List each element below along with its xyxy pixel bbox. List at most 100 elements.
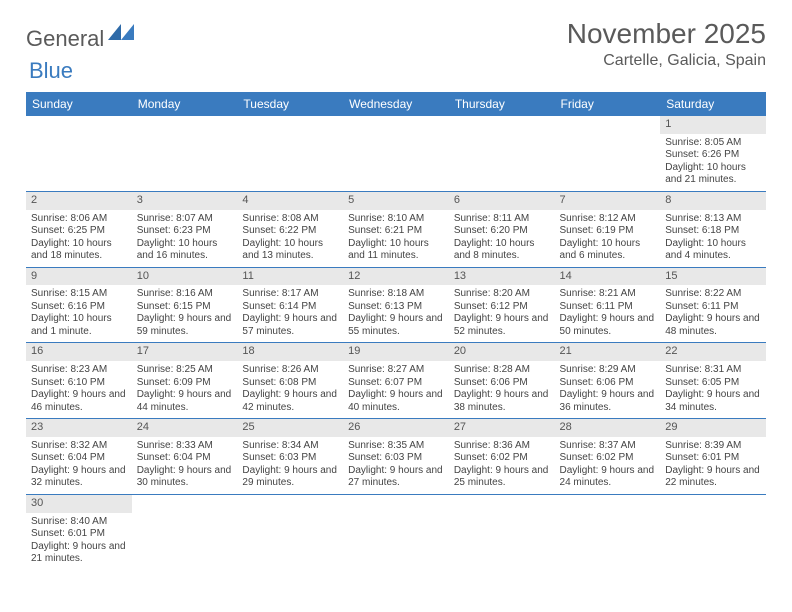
sunrise-text: Sunrise: 8:29 AM xyxy=(560,364,656,377)
calendar-week-row: 2Sunrise: 8:06 AMSunset: 6:25 PMDaylight… xyxy=(26,191,766,267)
calendar-week-row: 16Sunrise: 8:23 AMSunset: 6:10 PMDayligh… xyxy=(26,343,766,419)
day-body: Sunrise: 8:40 AMSunset: 6:01 PMDaylight:… xyxy=(26,513,132,570)
sunrise-text: Sunrise: 8:06 AM xyxy=(31,213,127,226)
day-body: Sunrise: 8:18 AMSunset: 6:13 PMDaylight:… xyxy=(343,285,449,342)
calendar-body: 1Sunrise: 8:05 AMSunset: 6:26 PMDaylight… xyxy=(26,116,766,570)
calendar-week-row: 1Sunrise: 8:05 AMSunset: 6:26 PMDaylight… xyxy=(26,116,766,191)
sunset-text: Sunset: 6:07 PM xyxy=(348,377,444,390)
sunrise-text: Sunrise: 8:35 AM xyxy=(348,440,444,453)
day-number: 10 xyxy=(132,268,238,286)
sunset-text: Sunset: 6:25 PM xyxy=(31,225,127,238)
day-number xyxy=(26,116,132,120)
sunrise-text: Sunrise: 8:23 AM xyxy=(31,364,127,377)
daylight-text: Daylight: 9 hours and 30 minutes. xyxy=(137,465,233,490)
day-body: Sunrise: 8:23 AMSunset: 6:10 PMDaylight:… xyxy=(26,361,132,418)
weekday-header: Tuesday xyxy=(237,92,343,116)
sunset-text: Sunset: 6:12 PM xyxy=(454,301,550,314)
sunrise-text: Sunrise: 8:10 AM xyxy=(348,213,444,226)
sunset-text: Sunset: 6:03 PM xyxy=(242,452,338,465)
day-number: 17 xyxy=(132,343,238,361)
day-number: 3 xyxy=(132,192,238,210)
daylight-text: Daylight: 9 hours and 55 minutes. xyxy=(348,313,444,338)
day-body: Sunrise: 8:27 AMSunset: 6:07 PMDaylight:… xyxy=(343,361,449,418)
daylight-text: Daylight: 10 hours and 1 minute. xyxy=(31,313,127,338)
calendar-day-cell: 23Sunrise: 8:32 AMSunset: 6:04 PMDayligh… xyxy=(26,419,132,495)
sunset-text: Sunset: 6:19 PM xyxy=(560,225,656,238)
calendar-week-row: 9Sunrise: 8:15 AMSunset: 6:16 PMDaylight… xyxy=(26,267,766,343)
sunrise-text: Sunrise: 8:36 AM xyxy=(454,440,550,453)
calendar-day-cell: 18Sunrise: 8:26 AMSunset: 6:08 PMDayligh… xyxy=(237,343,343,419)
calendar-day-cell: 4Sunrise: 8:08 AMSunset: 6:22 PMDaylight… xyxy=(237,191,343,267)
sunset-text: Sunset: 6:18 PM xyxy=(665,225,761,238)
sunrise-text: Sunrise: 8:15 AM xyxy=(31,288,127,301)
daylight-text: Daylight: 9 hours and 52 minutes. xyxy=(454,313,550,338)
calendar-day-cell xyxy=(555,494,661,569)
sunset-text: Sunset: 6:05 PM xyxy=(665,377,761,390)
day-number xyxy=(555,116,661,120)
sunrise-text: Sunrise: 8:16 AM xyxy=(137,288,233,301)
sunrise-text: Sunrise: 8:32 AM xyxy=(31,440,127,453)
calendar-day-cell xyxy=(132,494,238,569)
calendar-day-cell xyxy=(26,116,132,191)
logo: General xyxy=(26,24,134,53)
title-block: November 2025 Cartelle, Galicia, Spain xyxy=(567,18,766,70)
day-body: Sunrise: 8:34 AMSunset: 6:03 PMDaylight:… xyxy=(237,437,343,494)
day-number: 5 xyxy=(343,192,449,210)
daylight-text: Daylight: 10 hours and 21 minutes. xyxy=(665,162,761,187)
sunset-text: Sunset: 6:01 PM xyxy=(31,528,127,541)
sunset-text: Sunset: 6:02 PM xyxy=(560,452,656,465)
day-body: Sunrise: 8:33 AMSunset: 6:04 PMDaylight:… xyxy=(132,437,238,494)
calendar-day-cell: 20Sunrise: 8:28 AMSunset: 6:06 PMDayligh… xyxy=(449,343,555,419)
day-body: Sunrise: 8:31 AMSunset: 6:05 PMDaylight:… xyxy=(660,361,766,418)
day-body: Sunrise: 8:39 AMSunset: 6:01 PMDaylight:… xyxy=(660,437,766,494)
sunset-text: Sunset: 6:04 PM xyxy=(31,452,127,465)
calendar-day-cell xyxy=(660,494,766,569)
sunrise-text: Sunrise: 8:13 AM xyxy=(665,213,761,226)
daylight-text: Daylight: 10 hours and 4 minutes. xyxy=(665,238,761,263)
day-body: Sunrise: 8:32 AMSunset: 6:04 PMDaylight:… xyxy=(26,437,132,494)
weekday-header: Sunday xyxy=(26,92,132,116)
daylight-text: Daylight: 10 hours and 8 minutes. xyxy=(454,238,550,263)
day-body: Sunrise: 8:29 AMSunset: 6:06 PMDaylight:… xyxy=(555,361,661,418)
day-number: 25 xyxy=(237,419,343,437)
sunrise-text: Sunrise: 8:18 AM xyxy=(348,288,444,301)
sunset-text: Sunset: 6:21 PM xyxy=(348,225,444,238)
daylight-text: Daylight: 9 hours and 22 minutes. xyxy=(665,465,761,490)
daylight-text: Daylight: 9 hours and 21 minutes. xyxy=(31,541,127,566)
daylight-text: Daylight: 9 hours and 57 minutes. xyxy=(242,313,338,338)
calendar-day-cell xyxy=(449,494,555,569)
day-number: 6 xyxy=(449,192,555,210)
day-number: 29 xyxy=(660,419,766,437)
day-body: Sunrise: 8:20 AMSunset: 6:12 PMDaylight:… xyxy=(449,285,555,342)
day-number: 8 xyxy=(660,192,766,210)
daylight-text: Daylight: 9 hours and 40 minutes. xyxy=(348,389,444,414)
daylight-text: Daylight: 10 hours and 11 minutes. xyxy=(348,238,444,263)
calendar-day-cell: 19Sunrise: 8:27 AMSunset: 6:07 PMDayligh… xyxy=(343,343,449,419)
day-body: Sunrise: 8:11 AMSunset: 6:20 PMDaylight:… xyxy=(449,210,555,267)
calendar-day-cell xyxy=(237,116,343,191)
calendar-head: SundayMondayTuesdayWednesdayThursdayFrid… xyxy=(26,92,766,116)
day-number: 7 xyxy=(555,192,661,210)
day-body: Sunrise: 8:13 AMSunset: 6:18 PMDaylight:… xyxy=(660,210,766,267)
location-label: Cartelle, Galicia, Spain xyxy=(567,52,766,70)
calendar-day-cell: 22Sunrise: 8:31 AMSunset: 6:05 PMDayligh… xyxy=(660,343,766,419)
day-number: 1 xyxy=(660,116,766,134)
daylight-text: Daylight: 9 hours and 27 minutes. xyxy=(348,465,444,490)
sunset-text: Sunset: 6:20 PM xyxy=(454,225,550,238)
day-body: Sunrise: 8:26 AMSunset: 6:08 PMDaylight:… xyxy=(237,361,343,418)
sunset-text: Sunset: 6:01 PM xyxy=(665,452,761,465)
day-body: Sunrise: 8:28 AMSunset: 6:06 PMDaylight:… xyxy=(449,361,555,418)
day-body: Sunrise: 8:22 AMSunset: 6:11 PMDaylight:… xyxy=(660,285,766,342)
weekday-header: Saturday xyxy=(660,92,766,116)
daylight-text: Daylight: 9 hours and 50 minutes. xyxy=(560,313,656,338)
day-body: Sunrise: 8:07 AMSunset: 6:23 PMDaylight:… xyxy=(132,210,238,267)
day-body: Sunrise: 8:21 AMSunset: 6:11 PMDaylight:… xyxy=(555,285,661,342)
calendar-day-cell: 10Sunrise: 8:16 AMSunset: 6:15 PMDayligh… xyxy=(132,267,238,343)
sunset-text: Sunset: 6:16 PM xyxy=(31,301,127,314)
calendar-day-cell: 26Sunrise: 8:35 AMSunset: 6:03 PMDayligh… xyxy=(343,419,449,495)
day-body: Sunrise: 8:05 AMSunset: 6:26 PMDaylight:… xyxy=(660,134,766,191)
day-body: Sunrise: 8:37 AMSunset: 6:02 PMDaylight:… xyxy=(555,437,661,494)
sunrise-text: Sunrise: 8:20 AM xyxy=(454,288,550,301)
calendar-page: General November 2025 Cartelle, Galicia,… xyxy=(0,0,792,588)
sunset-text: Sunset: 6:22 PM xyxy=(242,225,338,238)
